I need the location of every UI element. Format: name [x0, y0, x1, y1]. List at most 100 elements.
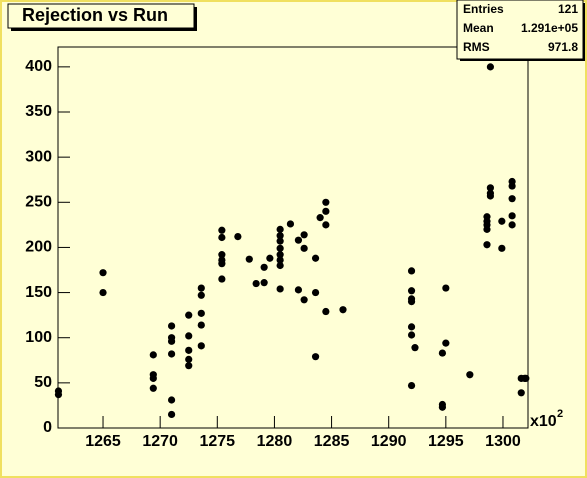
point	[276, 225, 284, 233]
point	[260, 279, 268, 287]
point	[498, 244, 506, 252]
point	[234, 232, 242, 241]
y-tick-label: 350	[25, 103, 52, 120]
point	[276, 256, 284, 264]
y-tick-label: 300	[25, 148, 52, 165]
point	[276, 244, 284, 252]
x-multiplier-exponent: 2	[557, 408, 563, 420]
point	[276, 232, 284, 240]
point	[252, 279, 260, 288]
point	[167, 322, 176, 330]
point	[266, 254, 274, 262]
x-tick-label: 1270	[142, 433, 178, 450]
stats-shadow	[583, 3, 585, 61]
point	[218, 260, 226, 268]
stats-value: 121	[558, 2, 578, 16]
point	[197, 284, 205, 292]
point	[167, 337, 176, 345]
y-tick-label: 50	[34, 374, 52, 391]
point	[517, 389, 525, 397]
point	[197, 321, 205, 329]
point	[508, 221, 516, 229]
y-tick-label: 100	[25, 329, 52, 346]
x-tick-label: 1300	[485, 433, 521, 450]
point	[197, 309, 205, 317]
point	[294, 236, 303, 244]
point	[185, 355, 193, 363]
point	[407, 381, 416, 390]
point	[407, 295, 416, 303]
x-tick-label: 1295	[428, 433, 464, 450]
x-tick-label: 1275	[199, 433, 235, 450]
point	[218, 233, 226, 242]
x-tick-label: 1290	[371, 433, 407, 450]
title-shadow	[11, 28, 197, 31]
point	[508, 182, 516, 190]
point	[466, 371, 474, 379]
point	[522, 374, 530, 382]
point	[99, 288, 107, 297]
point	[300, 244, 308, 252]
point	[438, 403, 447, 411]
point	[486, 192, 495, 200]
point	[311, 353, 320, 361]
point	[407, 323, 416, 331]
x-multiplier: x10	[530, 413, 557, 430]
point	[276, 285, 284, 293]
y-tick-label: 250	[25, 194, 52, 211]
point	[218, 251, 226, 259]
point	[486, 63, 495, 71]
point	[322, 307, 330, 316]
point	[322, 198, 330, 206]
point	[411, 344, 419, 352]
point	[498, 217, 506, 225]
point	[442, 284, 450, 292]
x-tick-label: 1280	[257, 433, 293, 450]
point	[300, 231, 308, 239]
point	[185, 346, 193, 354]
point	[197, 342, 205, 350]
point	[508, 212, 516, 220]
point	[322, 207, 330, 215]
point	[483, 241, 491, 249]
point	[316, 214, 324, 222]
point	[54, 390, 63, 399]
point	[167, 350, 176, 358]
point	[311, 288, 320, 297]
point	[407, 287, 416, 295]
point	[218, 226, 226, 234]
point	[260, 263, 268, 271]
x-tick-label: 1265	[85, 433, 121, 450]
title-shadow	[194, 7, 197, 31]
frame	[57, 46, 529, 429]
point	[508, 195, 516, 203]
point	[218, 275, 226, 283]
y-tick-label: 0	[43, 419, 52, 436]
point	[245, 255, 253, 263]
stats-value: 1.291e+05	[521, 21, 578, 35]
point	[185, 362, 193, 370]
stats-label: RMS	[463, 40, 490, 54]
point	[311, 254, 320, 262]
point	[286, 220, 295, 228]
point	[149, 384, 157, 392]
point	[185, 311, 193, 319]
point	[339, 306, 347, 314]
stats-value: 971.8	[548, 40, 578, 54]
point	[185, 332, 193, 340]
point	[322, 221, 330, 229]
point	[483, 225, 491, 233]
title-box	[7, 3, 195, 29]
stats-label: Entries	[463, 2, 504, 16]
stats-label: Mean	[463, 21, 494, 35]
point	[294, 286, 303, 294]
chart-title: Rejection vs Run	[22, 5, 168, 25]
x-tick-label: 1285	[314, 433, 350, 450]
y-tick-label: 400	[25, 58, 52, 75]
point	[276, 251, 284, 259]
point	[442, 339, 450, 347]
point	[149, 351, 157, 359]
point	[486, 184, 495, 192]
